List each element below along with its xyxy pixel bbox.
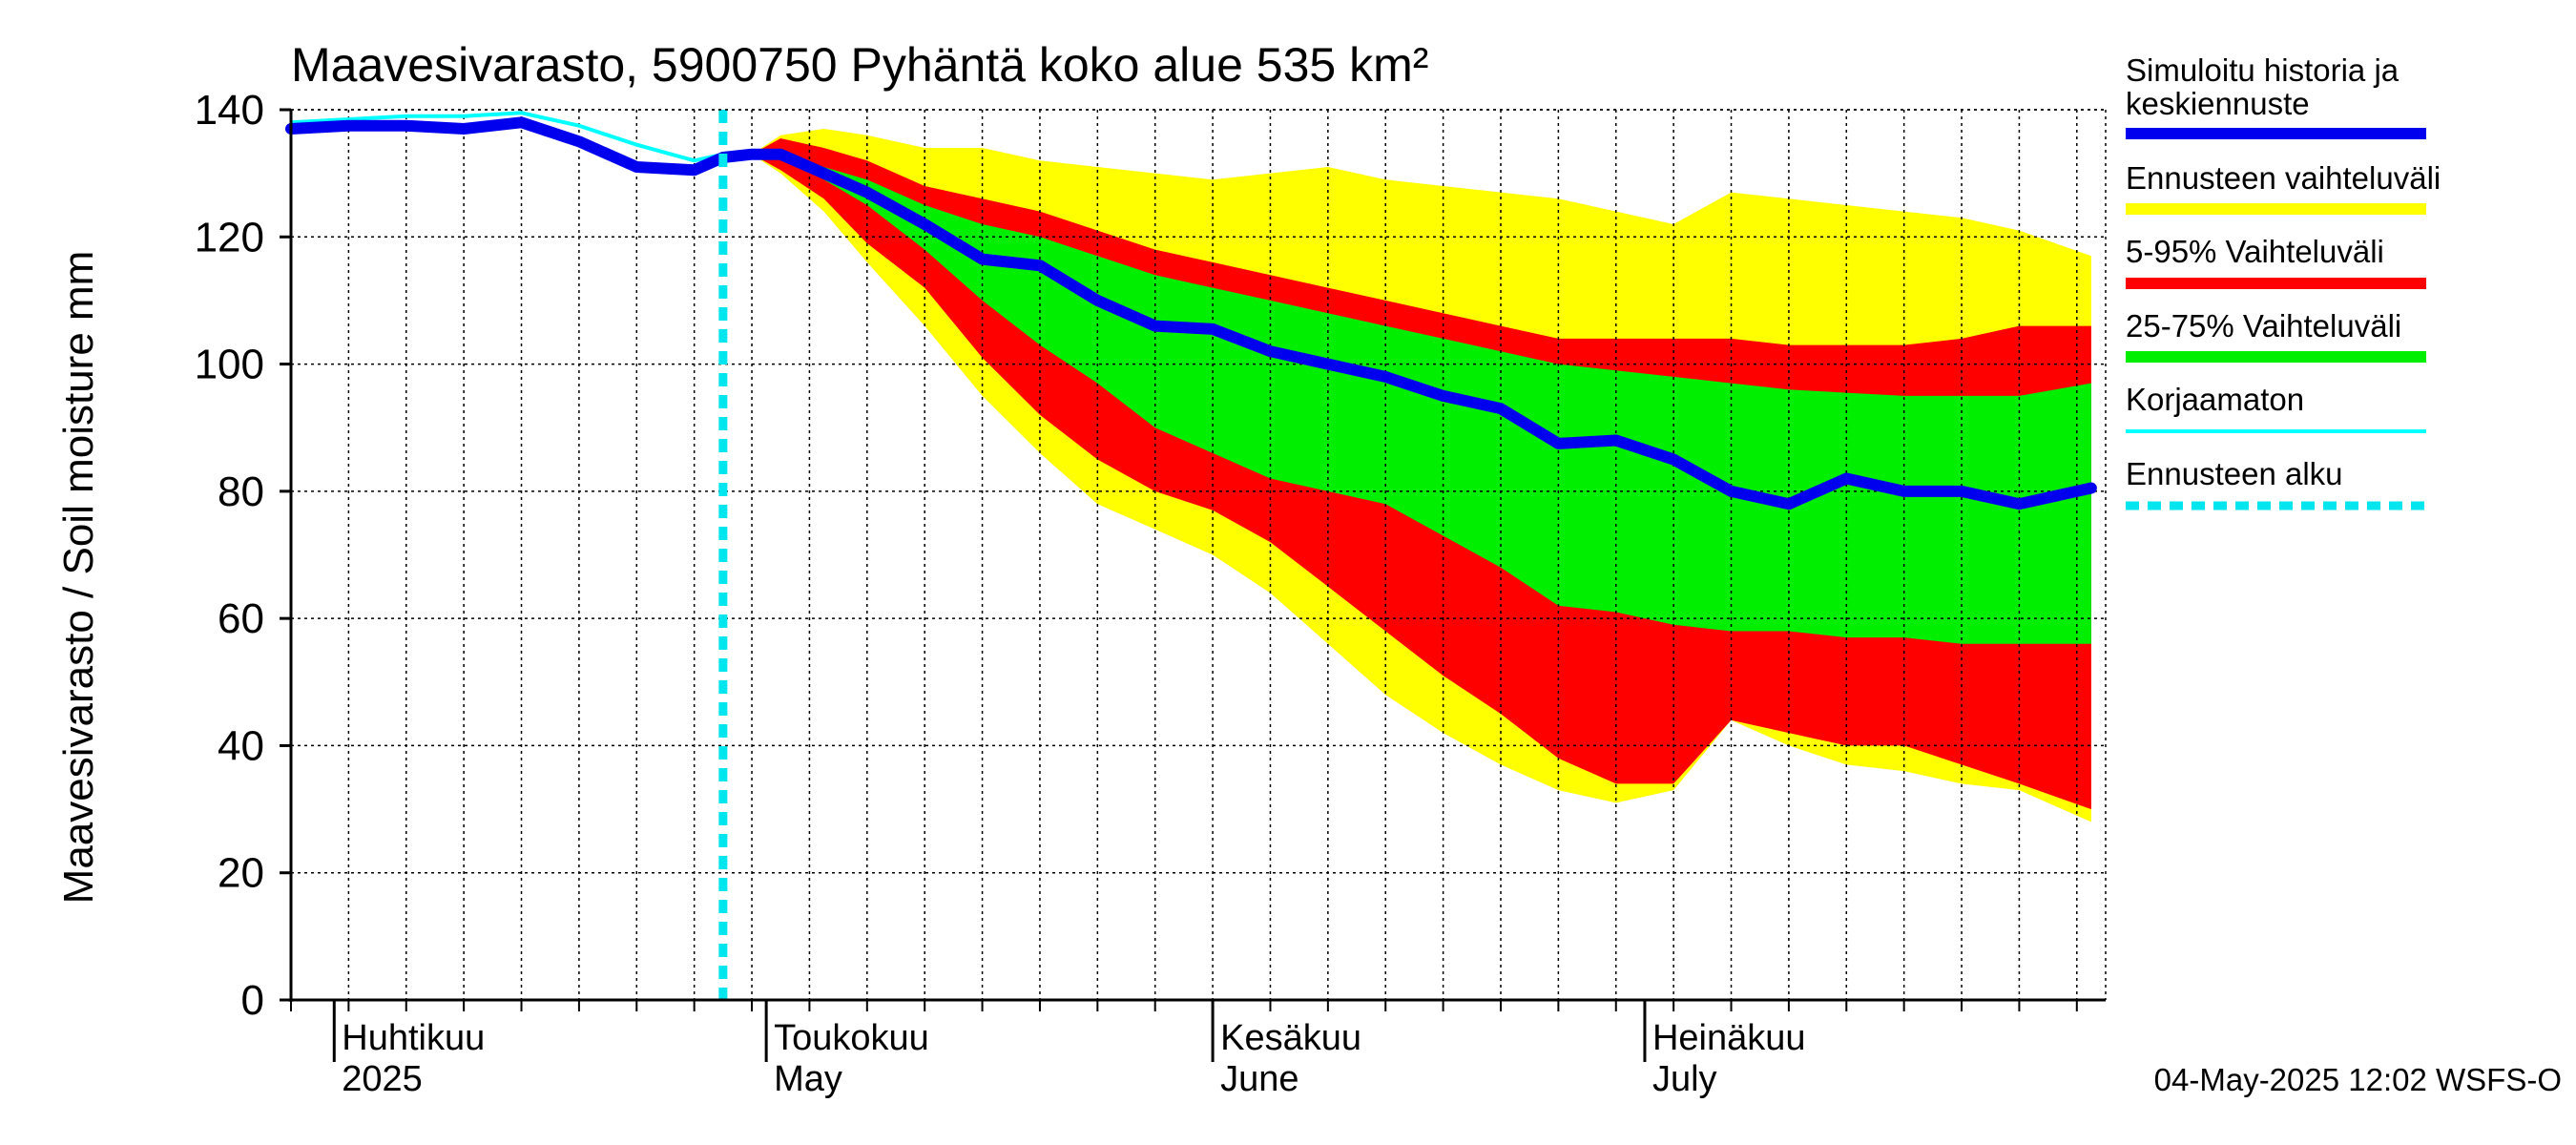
month-sublabel: June (1220, 1059, 1298, 1099)
y-tick-label: 80 (218, 468, 264, 515)
y-tick-label: 140 (195, 87, 264, 134)
y-tick-label: 100 (195, 342, 264, 388)
month-sublabel: July (1652, 1059, 1717, 1099)
legend-label-range_5_95: 5-95% Vaihteluväli (2126, 234, 2384, 269)
legend-label-range_full: Ennusteen vaihteluväli (2126, 160, 2441, 196)
month-sublabel: 2025 (342, 1059, 423, 1099)
series-lines (285, 110, 2097, 1000)
legend-label-median: Simuloitu historia ja keskiennuste (2126, 52, 2399, 121)
y-axis-label: Maavesivarasto / Soil moisture mm (55, 251, 102, 905)
uncorrected-line (290, 111, 724, 163)
month-label: Heinäkuu (1652, 1018, 1806, 1058)
median-line (285, 116, 2097, 510)
y-tick-label: 40 (218, 722, 264, 769)
month-label: Kesäkuu (1220, 1018, 1361, 1058)
legend: Simuloitu historia ja keskiennuste Ennuste… (2126, 52, 2441, 510)
y-tick-label: 120 (195, 214, 264, 260)
y-tick-label: 60 (218, 595, 264, 642)
legend-label-uncorrected: Korjaamaton (2126, 382, 2304, 417)
month-label: Huhtikuu (342, 1018, 485, 1058)
month-label: Toukokuu (774, 1018, 929, 1058)
legend-label-forecast_start: Ennusteen alku (2126, 456, 2343, 491)
band-25-75 (752, 151, 2091, 644)
legend-label-range_25_75: 25-75% Vaihteluväli (2126, 308, 2401, 344)
forecast-bands (752, 129, 2091, 822)
timestamp-label: 04-May-2025 12:02 WSFS-O (2154, 1062, 2562, 1097)
y-tick-label: 0 (241, 977, 264, 1024)
month-sublabel: May (774, 1059, 842, 1099)
chart-title: Maavesivarasto, 5900750 Pyhäntä koko alu… (291, 38, 1428, 92)
y-tick-label: 20 (218, 850, 264, 897)
